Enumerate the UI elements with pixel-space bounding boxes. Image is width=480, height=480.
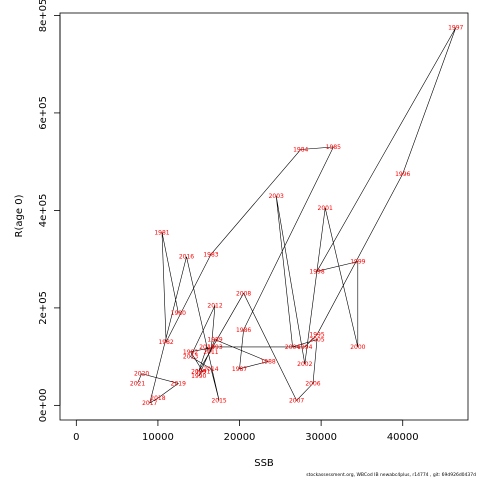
year-label-2004: 2004 — [285, 344, 300, 351]
year-label-2012: 2012 — [207, 302, 222, 309]
year-label-1997: 1997 — [448, 25, 463, 32]
y-tick-label: 2e+05 — [38, 291, 49, 325]
year-label-2007: 2007 — [289, 398, 304, 405]
x-tick-label: 30000 — [305, 432, 337, 443]
year-label-1994: 1994 — [297, 344, 312, 351]
year-label-1989: 1989 — [207, 337, 222, 344]
connecting-lines — [137, 27, 457, 404]
year-label-2003: 2003 — [269, 193, 284, 200]
year-label-1985: 1985 — [326, 144, 341, 151]
year-label-1993: 1993 — [207, 344, 222, 351]
year-label-2005: 2005 — [309, 337, 324, 344]
x-tick-label: 10000 — [142, 432, 174, 443]
year-label-2021: 2021 — [130, 380, 145, 387]
x-axis: 0 10000 20000 30000 40000 — [73, 419, 419, 443]
year-label-1990: 1990 — [191, 373, 206, 380]
year-label-2008: 2008 — [236, 290, 251, 297]
year-label-1982: 1982 — [158, 339, 173, 346]
year-label-1984: 1984 — [293, 146, 308, 153]
x-axis-label: SSB — [254, 458, 274, 469]
y-tick-label: 8e+05 — [38, 0, 49, 32]
year-label-1986: 1986 — [236, 327, 251, 334]
year-label-2018: 2018 — [150, 395, 165, 402]
year-label-1992: 1992 — [183, 349, 198, 356]
year-label-1988: 1988 — [260, 359, 275, 366]
year-label-2016: 2016 — [179, 254, 194, 261]
x-tick-label: 20000 — [224, 432, 256, 443]
year-label-2006: 2006 — [305, 380, 320, 387]
year-labels: 1980 1981 1982 1983 1984 1985 1986 1987 1988 1989… — [130, 25, 464, 407]
year-label-2001: 2001 — [318, 205, 333, 212]
year-label-1987: 1987 — [232, 366, 247, 373]
y-axis-label: R(age 0) — [14, 194, 25, 237]
sr-trajectory-line — [137, 27, 457, 404]
x-tick-label: 0 — [73, 432, 79, 443]
year-label-2019: 2019 — [171, 380, 186, 387]
footer-credit: stockassessment.org, WBCod IB newabc4plu… — [306, 473, 476, 478]
year-label-2013: 2013 — [183, 354, 198, 361]
year-label-1980: 1980 — [171, 310, 186, 317]
year-label-1995: 1995 — [309, 332, 324, 339]
year-label-1999: 1999 — [350, 259, 365, 266]
year-label-2009: 2009 — [191, 368, 206, 375]
year-label-2011: 2011 — [203, 349, 218, 356]
year-label-2017: 2017 — [142, 400, 157, 407]
year-label-2020: 2020 — [134, 371, 149, 378]
year-label-1991: 1991 — [195, 368, 210, 375]
year-label-1981: 1981 — [154, 229, 169, 236]
year-label-2010: 2010 — [199, 344, 214, 351]
year-label-2015: 2015 — [211, 398, 226, 405]
y-axis: 0e+00 2e+05 4e+05 6e+05 8e+05 — [38, 0, 61, 423]
year-label-2002: 2002 — [297, 361, 312, 368]
y-tick-label: 0e+00 — [38, 389, 49, 423]
y-tick-label: 4e+05 — [38, 194, 49, 228]
year-label-2014: 2014 — [203, 366, 218, 373]
x-tick-label: 40000 — [387, 432, 419, 443]
y-tick-label: 6e+05 — [38, 96, 49, 130]
year-label-1996: 1996 — [395, 171, 410, 178]
year-label-2000: 2000 — [350, 344, 365, 351]
year-label-1998: 1998 — [309, 268, 324, 275]
year-label-1983: 1983 — [203, 251, 218, 258]
